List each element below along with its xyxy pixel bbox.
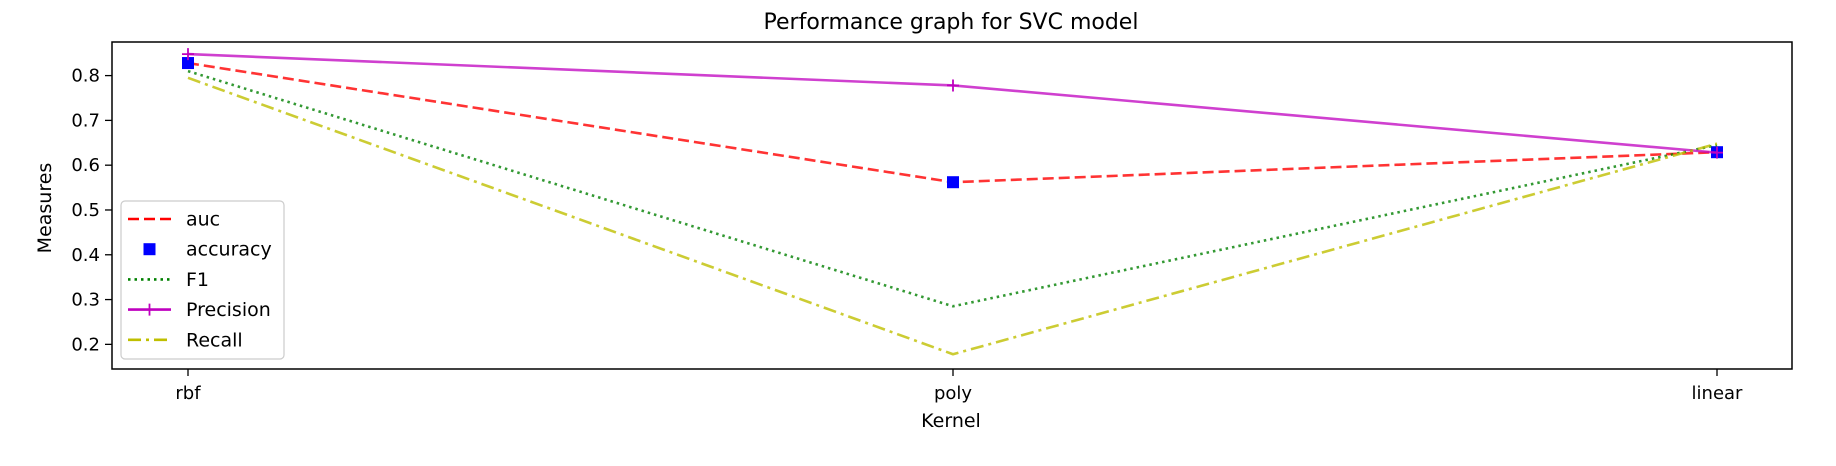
legend-label: accuracy [186,239,272,261]
legend-label: Recall [186,329,243,351]
chart-title: Performance graph for SVC model [764,10,1139,35]
legend: auc accuracy F1 Precision Recall [120,200,285,360]
series-line-precision [187,52,1718,154]
data-point-precision [1711,146,1723,159]
plot-content [182,48,1723,356]
legend-box [120,200,285,360]
legend-item-f1: F1 [128,269,209,291]
x-tick-label-linear: linear [1692,383,1744,404]
legend-marker [143,303,156,316]
legend-item-recall: Recall [128,329,243,351]
y-axis: 0.2 0.3 0.4 0.5 0.6 0.7 0.8 [71,66,112,355]
series-accuracy [182,57,1723,189]
x-axis: rbf poly linear [175,369,1743,404]
y-tick-label: 0.7 [71,110,100,131]
legend-label: auc [186,209,220,231]
y-tick-label: 0.6 [71,155,100,176]
series-precision [182,48,1723,159]
data-point-precision [182,48,194,61]
legend-label: F1 [186,269,209,291]
legend-item-precision: Precision [128,299,271,321]
x-axis-label: Kernel [921,410,981,432]
y-tick-label: 0.2 [71,334,100,355]
y-tick-label: 0.3 [71,290,100,311]
y-tick-label: 0.8 [71,66,100,87]
legend-marker [143,243,156,256]
series-line-recall [187,76,1718,356]
series-f1 [187,69,1718,308]
plot-frame [111,41,1793,370]
data-point-accuracy [947,176,959,189]
data-point-precision [947,79,959,92]
legend-label: Precision [186,299,271,321]
legend-item-auc: auc [128,209,220,231]
series-line-f1 [187,69,1718,308]
y-axis-label: Measures [34,163,56,254]
x-tick-label-poly: poly [934,383,972,404]
legend-item-accuracy: accuracy [143,239,272,261]
x-tick-label-rbf: rbf [175,383,201,404]
y-tick-label: 0.5 [71,200,100,221]
y-tick-label: 0.4 [71,245,100,266]
data-point-accuracy [182,57,194,70]
series-recall [187,76,1718,356]
